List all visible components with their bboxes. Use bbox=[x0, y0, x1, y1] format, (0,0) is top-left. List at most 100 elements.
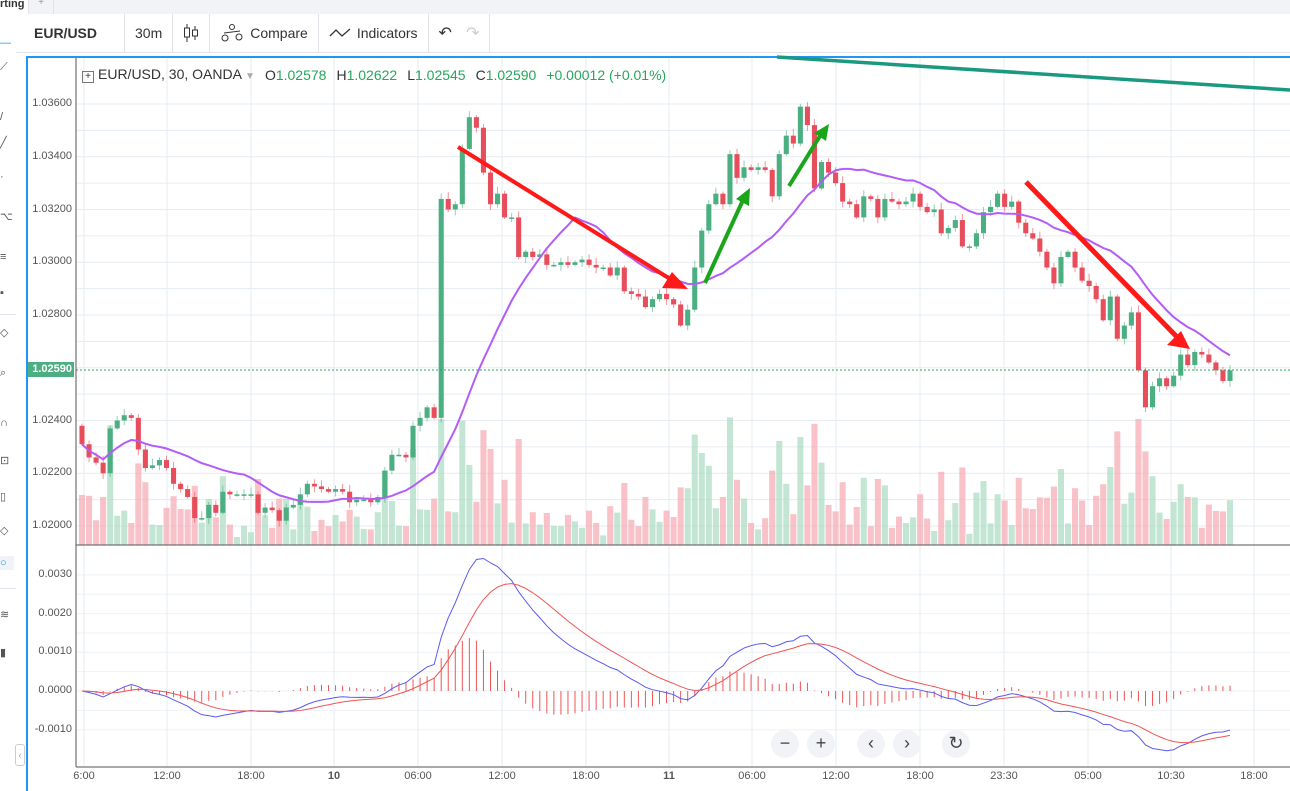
dropdown-icon[interactable]: ▼ bbox=[245, 71, 255, 82]
volume-bar bbox=[1212, 511, 1219, 545]
candle-down bbox=[621, 267, 627, 292]
indicators-label: Indicators bbox=[356, 25, 418, 41]
volume-bar bbox=[902, 523, 910, 545]
scroll-left-button[interactable]: ‹ bbox=[857, 730, 885, 758]
arrow-drawing-red-2[interactable] bbox=[1024, 180, 1190, 349]
interval-button[interactable]: 30m bbox=[125, 14, 174, 52]
candle-up bbox=[241, 494, 247, 496]
candle-up bbox=[304, 483, 310, 495]
pitchfork-tool-icon[interactable]: · bbox=[0, 171, 4, 183]
candle-down bbox=[628, 291, 634, 294]
volume-bar bbox=[987, 523, 994, 545]
zoom-in-button[interactable]: + bbox=[807, 730, 835, 758]
candle-down bbox=[1037, 238, 1043, 252]
candle-up bbox=[966, 246, 972, 248]
chart-container[interactable] bbox=[26, 56, 1290, 791]
candle-down bbox=[142, 449, 148, 468]
undo-redo-group: ↶ ↷ bbox=[429, 14, 491, 52]
arrow-drawing-green-2[interactable] bbox=[787, 124, 829, 188]
volume-bar bbox=[177, 509, 184, 545]
expand-icon[interactable]: + bbox=[82, 71, 94, 83]
candle-down bbox=[635, 293, 641, 297]
volume-bar bbox=[360, 529, 367, 545]
candle-up bbox=[206, 504, 212, 519]
indicators-button[interactable]: Indicators bbox=[319, 14, 429, 52]
visibility-tool-icon[interactable]: ◇ bbox=[0, 525, 9, 537]
candle-up bbox=[297, 494, 303, 505]
reset-chart-button[interactable]: ↻ bbox=[942, 730, 970, 758]
trendline-drawing[interactable] bbox=[776, 55, 1290, 92]
magnet-tool-icon[interactable]: ∩ bbox=[0, 417, 8, 429]
ray-tool-icon[interactable]: ╱ bbox=[0, 137, 7, 149]
scroll-right-button[interactable]: › bbox=[893, 730, 921, 758]
add-tab-button[interactable]: + bbox=[28, 0, 54, 14]
candle-down bbox=[762, 167, 768, 170]
layers-tool-icon[interactable]: ≋ bbox=[0, 609, 10, 621]
grid bbox=[76, 58, 1290, 767]
volume-bar bbox=[1135, 419, 1142, 545]
volume-bar bbox=[290, 529, 297, 545]
volume-bar bbox=[945, 520, 952, 545]
price-tick-label: 1.02000 bbox=[32, 519, 72, 531]
eraser-tool-icon[interactable]: ◇ bbox=[0, 327, 9, 339]
sync-tool-icon[interactable]: ○ bbox=[0, 556, 14, 570]
candle-up bbox=[333, 489, 339, 492]
candle-up bbox=[537, 254, 543, 257]
arrow-drawing-green-1[interactable] bbox=[703, 188, 750, 284]
line-tool-icon[interactable]: / bbox=[0, 111, 4, 123]
macd-tick-label: 0.0030 bbox=[38, 567, 72, 580]
redo-icon[interactable]: ↷ bbox=[465, 25, 480, 42]
volume-bar bbox=[212, 517, 219, 545]
hide-tool-icon[interactable]: ▯ bbox=[0, 491, 7, 503]
candle-down bbox=[833, 172, 839, 184]
tab-chart[interactable]: rting bbox=[0, 0, 28, 14]
candle-down bbox=[790, 135, 796, 144]
candle-down bbox=[93, 457, 99, 463]
price-tick-label: 1.03000 bbox=[32, 255, 72, 268]
volume-bar bbox=[670, 517, 677, 545]
cursor-tool-icon[interactable]: — bbox=[0, 37, 11, 49]
zoom-tool-icon[interactable]: ⌕ bbox=[0, 367, 7, 379]
volume-bar bbox=[304, 506, 311, 545]
candle-up bbox=[354, 499, 360, 503]
volume-bar bbox=[100, 497, 107, 545]
candle-down bbox=[276, 510, 282, 521]
price-tick-label: 1.03200 bbox=[32, 202, 72, 215]
macd-line bbox=[81, 557, 1231, 752]
volume-bar bbox=[311, 531, 318, 545]
candle-down bbox=[607, 267, 613, 276]
arrow-drawing-red-1[interactable] bbox=[456, 145, 688, 289]
trash-tool-icon[interactable]: ▮ bbox=[0, 647, 7, 659]
compare-button[interactable]: Compare bbox=[210, 14, 319, 52]
candle-down bbox=[318, 486, 324, 490]
lock-tool-icon[interactable]: ⊡ bbox=[0, 455, 10, 467]
candle-down bbox=[516, 217, 522, 257]
zoom-out-button[interactable]: − bbox=[771, 730, 799, 758]
volume-bar bbox=[1022, 508, 1029, 545]
brush-tool-icon[interactable]: ▪ bbox=[0, 287, 4, 299]
volume-bar bbox=[917, 494, 924, 545]
legend-symbol[interactable]: + EUR/USD, 30, OANDA ▼ bbox=[82, 66, 255, 83]
volume-bar bbox=[247, 532, 255, 545]
candle-down bbox=[678, 304, 684, 326]
collapse-toolbar-button[interactable]: ‹ bbox=[15, 744, 25, 766]
volume-bar bbox=[980, 481, 987, 545]
trendline-tool-icon[interactable]: ⟋ bbox=[0, 61, 8, 73]
volume-bar bbox=[1064, 523, 1072, 545]
volume-bar bbox=[790, 514, 797, 545]
fib-tool-icon[interactable]: ≡ bbox=[0, 251, 7, 263]
candle-up bbox=[107, 428, 113, 474]
price-tick-label: 1.02200 bbox=[32, 466, 72, 479]
undo-icon[interactable]: ↶ bbox=[438, 25, 452, 42]
candle-down bbox=[368, 499, 374, 503]
candle-up bbox=[1192, 351, 1198, 366]
volume-bar bbox=[543, 513, 550, 545]
pattern-tool-icon[interactable]: ⌥ bbox=[0, 211, 13, 223]
candle-down bbox=[889, 198, 895, 202]
symbol-search-button[interactable]: EUR/USD bbox=[16, 14, 125, 52]
volume-bar bbox=[529, 512, 536, 545]
chart-type-button[interactable] bbox=[173, 14, 211, 52]
chart-toolbar: EUR/USD 30m Compare Indicators ↶ ↷ bbox=[16, 14, 1290, 53]
price-tick-label: 1.02800 bbox=[32, 308, 72, 320]
